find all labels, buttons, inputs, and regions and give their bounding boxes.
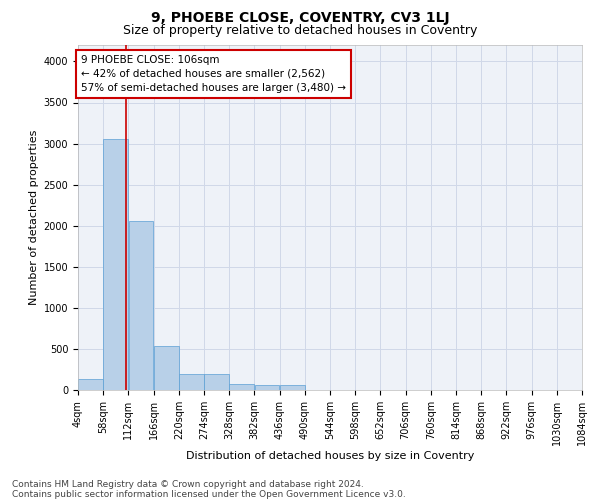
Text: 9, PHOEBE CLOSE, COVENTRY, CV3 1LJ: 9, PHOEBE CLOSE, COVENTRY, CV3 1LJ bbox=[151, 11, 449, 25]
Text: Contains HM Land Registry data © Crown copyright and database right 2024.
Contai: Contains HM Land Registry data © Crown c… bbox=[12, 480, 406, 499]
Bar bbox=[78, 380, 103, 390]
Bar bbox=[103, 140, 128, 390]
Bar bbox=[204, 374, 229, 390]
Bar bbox=[128, 221, 154, 390]
Bar bbox=[229, 384, 254, 390]
Bar bbox=[280, 386, 305, 390]
Bar bbox=[154, 346, 179, 390]
Text: 9 PHOEBE CLOSE: 106sqm
← 42% of detached houses are smaller (2,562)
57% of semi-: 9 PHOEBE CLOSE: 106sqm ← 42% of detached… bbox=[81, 55, 346, 93]
Bar bbox=[254, 386, 280, 390]
Bar bbox=[179, 374, 204, 390]
Y-axis label: Number of detached properties: Number of detached properties bbox=[29, 130, 40, 305]
X-axis label: Distribution of detached houses by size in Coventry: Distribution of detached houses by size … bbox=[186, 450, 474, 460]
Text: Size of property relative to detached houses in Coventry: Size of property relative to detached ho… bbox=[123, 24, 477, 37]
